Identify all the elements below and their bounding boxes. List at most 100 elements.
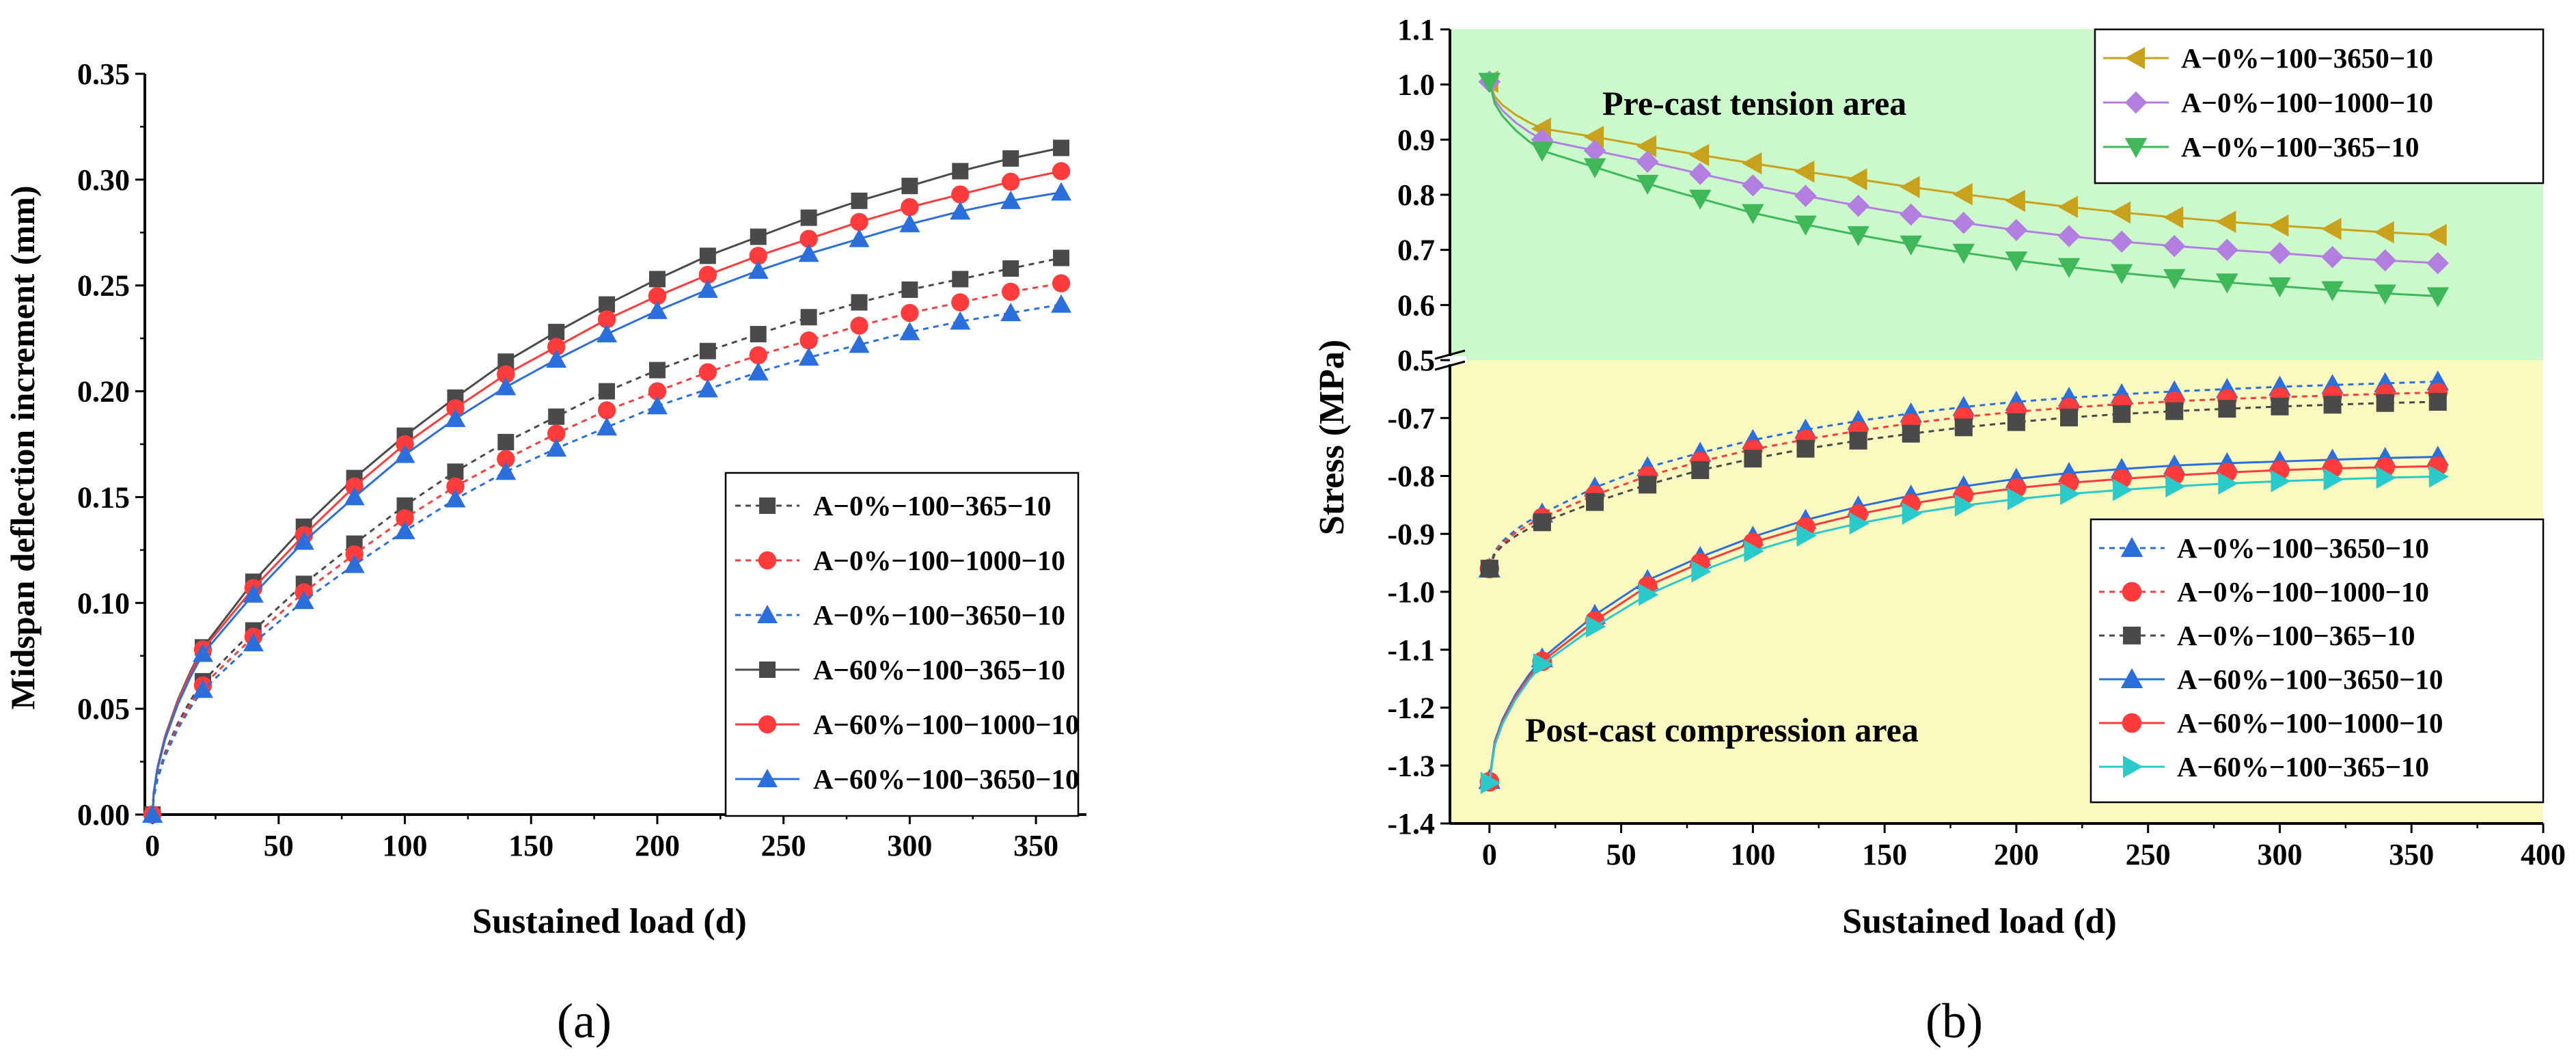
chart-b-ytick-label: -0.8	[1387, 460, 1435, 493]
chart-a-point	[597, 401, 616, 420]
chart-a-axes: 0.00 0.05 0.10 0.15 0.20 0.25 0.30 0.35 0 50 100 15…	[77, 57, 1086, 862]
chart-b-xtick-label: 300	[2257, 838, 2302, 871]
chart-b-legend-label: A−0%−100−365−10	[2177, 620, 2415, 651]
chart-b-legend-upper: A−0%−100−3650−10 A−0%−100−1000−10 A−0%−100…	[2094, 28, 2545, 185]
chart-b-point	[1689, 144, 1710, 167]
chart-a-point	[344, 487, 365, 506]
chart-b-upper-series-3	[1478, 72, 2450, 308]
chart-b-point	[1954, 418, 1973, 437]
chart-b-legend-upper-item: A−0%−100−1000−10	[2103, 87, 2433, 118]
chart-b-point	[1689, 189, 1712, 210]
chart-b-point	[2428, 393, 2447, 411]
chart-a-point	[699, 247, 716, 264]
chart-a-point	[800, 209, 817, 226]
chart-b-point	[2374, 284, 2396, 305]
chart-a-ytick-label: 0.15	[77, 480, 130, 514]
chart-b-legend-marker	[2122, 713, 2142, 733]
chart-b-point	[1794, 160, 1815, 183]
chart-a-xtick-label: 0	[145, 829, 160, 862]
chart-a-xtick-label: 300	[887, 829, 932, 862]
chart-b-xtick-label: 150	[1862, 838, 1907, 871]
chart-b-legend-lower-item: A−0%−100−1000−10	[2099, 576, 2429, 608]
chart-b-point	[2426, 287, 2450, 308]
chart-b-xtick-label: 250	[2126, 838, 2171, 871]
chart-b-point	[2165, 475, 2186, 498]
chart-b-ytick-label: 0.9	[1397, 123, 1435, 156]
chart-b-point	[1796, 439, 1815, 458]
chart-a-legend-label: A−0%−100−1000−10	[813, 545, 1065, 576]
chart-b-point	[1480, 772, 1501, 794]
chart-b-point	[2005, 219, 2028, 241]
chart-a-legend-item: A−0%−100−3650−10	[735, 599, 1065, 631]
chart-b-point	[2218, 400, 2236, 418]
chart-a-point	[798, 347, 819, 366]
chart-b-legend-marker	[2124, 46, 2145, 70]
chart-b-legend-label: A−0%−100−1000−10	[2177, 576, 2429, 608]
chart-b-point	[1742, 152, 1762, 175]
chart-a-point	[750, 325, 767, 342]
chart-b-point	[2426, 223, 2447, 247]
chart-b-point	[2323, 396, 2342, 414]
chart-a-point	[748, 362, 769, 381]
chart-b-point	[1952, 182, 1973, 206]
chart-b-xtick-label: 0	[1482, 838, 1497, 871]
chart-b-legend-label: A−60%−100−1000−10	[2177, 707, 2443, 739]
chart-b-point	[2060, 482, 2081, 506]
chart-b-point	[1480, 560, 1498, 578]
chart-b-point	[2113, 478, 2133, 502]
chart-a-point	[646, 300, 668, 319]
chart-b-point	[2271, 397, 2289, 415]
chart-b-point	[2321, 281, 2344, 301]
chart-b-point	[1586, 493, 1604, 511]
chart-b-legend-marker	[2120, 668, 2143, 688]
chart-a-point	[546, 349, 567, 368]
chart-b-point	[1796, 524, 1817, 547]
chart-b-legend-lower-item: A−60%−100−3650−10	[2099, 664, 2443, 695]
chart-b-point	[1531, 141, 1554, 162]
chart-a-xtick-label: 150	[508, 829, 553, 862]
chart-a-point	[1000, 190, 1022, 209]
chart-b-legend-label: A−0%−100−3650−10	[2181, 42, 2433, 74]
chart-b-lower-region-label: Post-cast compression area	[1525, 711, 1919, 749]
chart-a-point	[951, 293, 970, 312]
chart-b-point	[1583, 158, 1606, 178]
chart-b-point	[1744, 540, 1764, 562]
chart-a-point	[597, 310, 616, 329]
chart-b-point	[1794, 215, 1817, 236]
chart-b-point	[1849, 512, 1869, 535]
chart-a-legend-marker	[757, 605, 778, 623]
chart-b-point	[2057, 258, 2081, 278]
chart-a-legend-label: A−0%−100−3650−10	[813, 599, 1065, 631]
chart-a-point	[1001, 282, 1020, 301]
chart-b-point	[2216, 238, 2238, 261]
chart-a-point	[849, 334, 870, 353]
chart-a-legend-marker	[759, 497, 776, 514]
chart-b-ytick-label: 0.6	[1397, 288, 1435, 322]
chart-a-series-line	[151, 303, 1062, 815]
chart-a-point	[699, 342, 716, 359]
chart-b-ylabel: Stress (MPa)	[1313, 340, 1352, 535]
chart-b: 0.5 0.6 0.7 0.8 0.9 1.0 1.1 -0.7 -0.8 -0.9 -1.0 -1.…	[1313, 13, 2566, 1048]
chart-a-point	[849, 228, 870, 247]
chart-b-point	[2218, 472, 2238, 495]
chart-b-point	[2321, 245, 2344, 269]
chart-b-ytick-label: -1.3	[1387, 749, 1435, 782]
chart-a-point	[547, 338, 566, 356]
chart-b-legend-lower-item: A−0%−100−3650−10	[2099, 532, 2429, 564]
chart-a-point	[446, 477, 465, 496]
chart-b-legend-label: A−60%−100−3650−10	[2177, 664, 2443, 695]
chart-a-point	[749, 346, 767, 365]
chart-a-point	[648, 382, 667, 400]
chart-b-point	[2163, 269, 2186, 290]
chart-b-ytick-label: -1.1	[1387, 633, 1435, 667]
chart-a-point	[548, 323, 565, 340]
chart-b-ytick-label: -0.9	[1387, 517, 1435, 551]
chart-a-legend-label: A−60%−100−1000−10	[813, 709, 1080, 740]
chart-a-legend-label: A−60%−100−3650−10	[813, 763, 1080, 795]
chart-b-point	[2428, 465, 2450, 488]
chart-b-xtick-label: 400	[2521, 838, 2566, 871]
chart-b-point	[2374, 221, 2394, 244]
chart-a-point	[1051, 182, 1072, 201]
chart-b-xtick-label: 100	[1730, 838, 1775, 871]
